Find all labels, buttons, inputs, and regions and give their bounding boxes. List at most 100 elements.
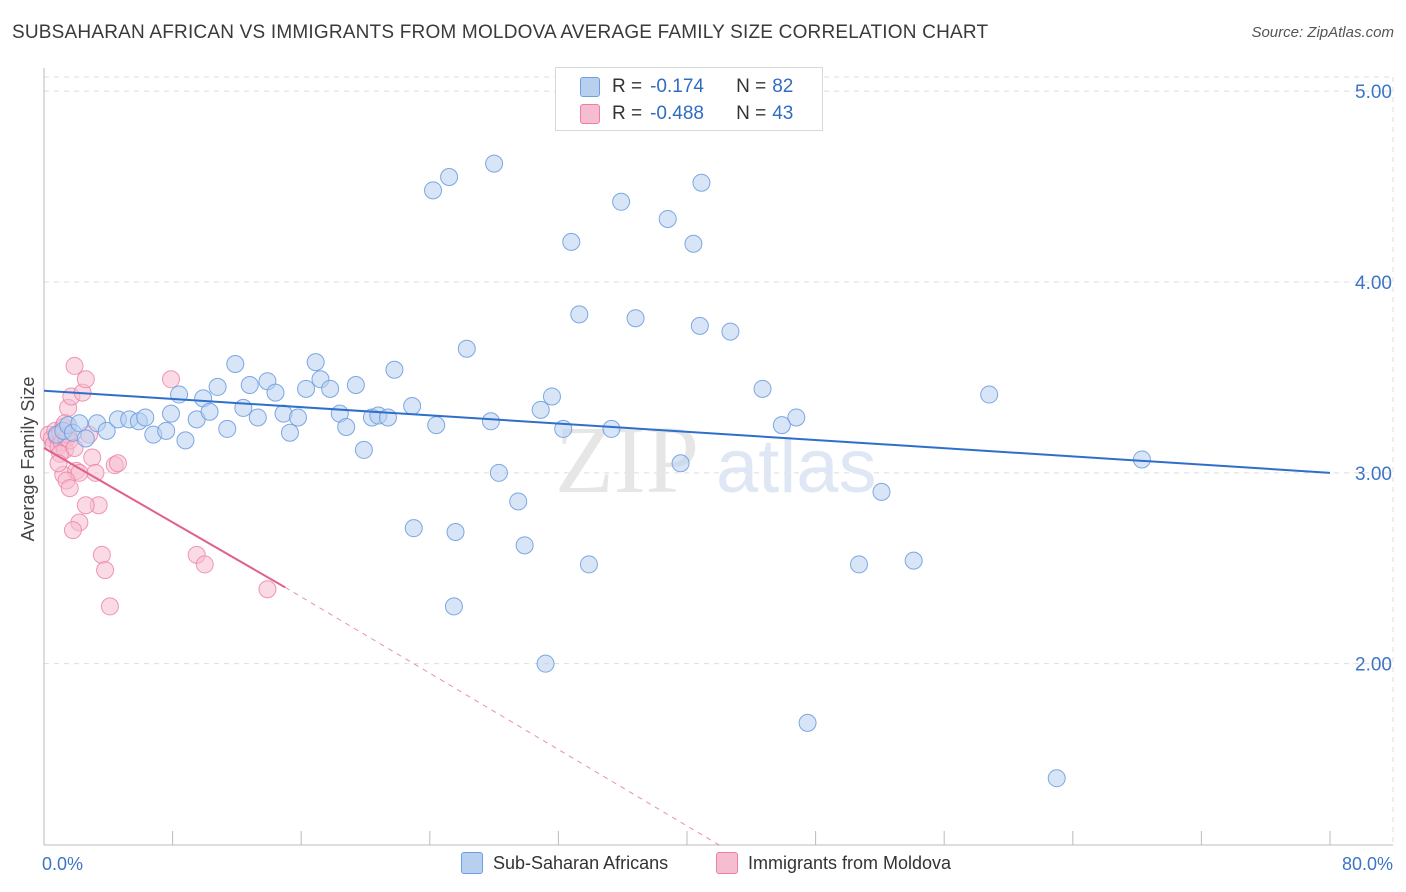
data-point-sub-saharan <box>872 482 891 501</box>
legend-label-moldova: Immigrants from Moldova <box>748 852 952 873</box>
legend-swatch-pink <box>580 104 600 124</box>
watermark: ZIP atlas <box>555 406 877 513</box>
data-point-sub-saharan <box>288 408 307 427</box>
data-point-sub-saharan <box>354 440 373 459</box>
x-tick-labels: 0.0% 80.0% <box>42 854 1393 874</box>
data-point-sub-saharan <box>404 519 423 538</box>
data-point-sub-saharan <box>136 408 155 427</box>
data-point-sub-saharan <box>161 404 180 423</box>
legend-n-value: 43 <box>772 103 794 124</box>
data-point-sub-saharan <box>97 421 116 440</box>
data-point-moldova <box>96 561 115 580</box>
data-point-sub-saharan <box>481 412 500 431</box>
data-point-sub-saharan <box>531 400 550 419</box>
data-point-sub-saharan <box>684 234 703 253</box>
data-point-sub-saharan <box>157 421 176 440</box>
data-point-sub-saharan <box>76 429 95 448</box>
legend-item-moldova: Immigrants from Moldova <box>716 852 951 874</box>
data-point-moldova <box>92 545 111 564</box>
data-point-moldova <box>258 580 277 599</box>
data-point-sub-saharan <box>753 379 772 398</box>
data-point-sub-saharan <box>772 416 791 435</box>
y-tick-labels: 2.00 3.00 4.00 5.00 <box>1355 82 1392 676</box>
legend-swatch-pink <box>716 852 738 874</box>
data-point-sub-saharan <box>542 387 561 406</box>
legend-n-value: 82 <box>772 76 794 97</box>
data-point-sub-saharan <box>280 423 299 442</box>
data-point-sub-saharan <box>321 379 340 398</box>
data-point-sub-saharan <box>692 173 711 192</box>
data-point-moldova <box>76 496 95 515</box>
data-point-sub-saharan <box>266 383 285 402</box>
data-point-sub-saharan <box>850 555 869 574</box>
legend-r-value: -0.174 <box>650 76 704 97</box>
data-point-moldova <box>161 370 180 389</box>
data-point-sub-saharan <box>248 408 267 427</box>
data-point-sub-saharan <box>721 322 740 341</box>
data-point-moldova <box>100 597 119 616</box>
series-legend: Sub-Saharan Africans Immigrants from Mol… <box>0 852 1406 878</box>
data-point-sub-saharan <box>240 376 259 395</box>
legend-row-pink: R = -0.488 N = 43 <box>580 101 793 127</box>
data-point-sub-saharan <box>980 385 999 404</box>
data-point-sub-saharan <box>489 463 508 482</box>
data-point-sub-saharan <box>424 181 443 200</box>
data-point-sub-saharan <box>446 522 465 541</box>
data-point-moldova <box>65 356 84 375</box>
data-point-sub-saharan <box>70 414 89 433</box>
y-tick-label: 4.00 <box>1355 273 1392 294</box>
stats-legend: R = -0.174 N = 82 R = -0.488 N = 43 <box>555 67 823 131</box>
data-point-sub-saharan <box>626 309 645 328</box>
series-pink-points <box>39 356 277 616</box>
data-point-sub-saharan <box>612 192 631 211</box>
data-point-sub-saharan <box>385 360 404 379</box>
legend-label-sub-saharan: Sub-Saharan Africans <box>493 852 669 873</box>
trend-line-sub-saharan <box>43 389 1331 474</box>
legend-r-value: -0.488 <box>650 103 704 124</box>
data-point-moldova <box>76 370 95 389</box>
data-point-sub-saharan <box>337 418 356 437</box>
legend-row-blue: R = -0.174 N = 82 <box>580 74 793 100</box>
data-point-sub-saharan <box>208 377 227 396</box>
data-point-sub-saharan <box>234 398 253 417</box>
gridlines <box>44 76 1394 845</box>
trend-line-moldova-extension <box>284 586 720 846</box>
chart-title: SUBSAHARAN AFRICAN VS IMMIGRANTS FROM MO… <box>12 22 989 43</box>
data-point-sub-saharan <box>602 419 621 438</box>
watermark-atlas: atlas <box>716 424 877 509</box>
legend-swatch-blue <box>580 77 600 97</box>
series-blue-points <box>47 154 1151 788</box>
data-point-sub-saharan <box>457 339 476 358</box>
data-point-sub-saharan <box>579 555 598 574</box>
data-point-sub-saharan <box>658 209 677 228</box>
data-point-sub-saharan <box>798 713 817 732</box>
data-point-sub-saharan <box>444 597 463 616</box>
data-point-sub-saharan <box>904 551 923 570</box>
source-label: Source: ZipAtlas.com <box>1251 24 1394 41</box>
legend-r-label: R = <box>612 76 643 97</box>
data-point-moldova <box>63 521 82 540</box>
trend-line-moldova <box>43 447 286 589</box>
legend-swatch-blue <box>461 852 483 874</box>
data-point-sub-saharan <box>570 305 589 324</box>
data-point-sub-saharan <box>515 536 534 555</box>
y-tick-label: 5.00 <box>1355 82 1392 103</box>
data-point-moldova <box>195 555 214 574</box>
x-tick-label: 80.0% <box>1342 854 1393 874</box>
data-point-sub-saharan <box>218 419 237 438</box>
trend-lines <box>43 389 1331 846</box>
data-point-sub-saharan <box>1047 769 1066 788</box>
data-point-sub-saharan <box>440 167 459 186</box>
data-point-sub-saharan <box>200 402 219 421</box>
data-point-sub-saharan <box>485 154 504 173</box>
data-point-sub-saharan <box>427 416 446 435</box>
y-axis-label: Average Family Size <box>18 377 38 542</box>
x-tick-label: 0.0% <box>42 854 83 874</box>
data-point-sub-saharan <box>690 316 709 335</box>
data-point-sub-saharan <box>562 232 581 251</box>
data-point-sub-saharan <box>536 654 555 673</box>
data-point-sub-saharan <box>226 355 245 374</box>
data-point-sub-saharan <box>306 353 325 372</box>
data-point-sub-saharan <box>671 454 690 473</box>
